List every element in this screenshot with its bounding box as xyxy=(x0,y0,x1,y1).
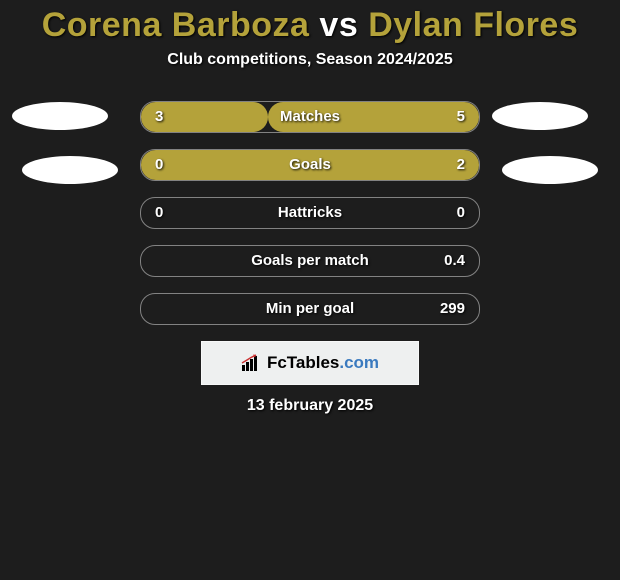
bar-label: Hattricks xyxy=(141,198,479,228)
page-title: Corena Barboza vs Dylan Flores xyxy=(0,6,620,45)
bar-label: Goals xyxy=(141,150,479,180)
brand-text-main: FcTables xyxy=(267,353,339,372)
deco-ellipse-2 xyxy=(22,156,118,184)
stat-bar-goals-per-match: Goals per match0.4 xyxy=(140,245,480,277)
bar-value-right: 0.4 xyxy=(444,246,465,276)
subtitle: Club competitions, Season 2024/2025 xyxy=(0,51,620,69)
brand-text-dot: .com xyxy=(339,353,379,372)
bar-label: Min per goal xyxy=(141,294,479,324)
bar-value-left: 0 xyxy=(155,198,163,228)
bar-chart-icon xyxy=(241,354,263,372)
stat-bar-matches: Matches3 5 xyxy=(140,101,480,133)
deco-ellipse-3 xyxy=(502,156,598,184)
bar-value-right: 0 xyxy=(457,198,465,228)
bar-value-right: 2 xyxy=(457,150,465,180)
stat-bar-goals: Goals0 2 xyxy=(140,149,480,181)
bar-value-left: 3 xyxy=(155,102,163,132)
bar-value-right: 299 xyxy=(440,294,465,324)
title-vs: vs xyxy=(319,6,358,44)
deco-ellipse-1 xyxy=(492,102,588,130)
bar-value-right: 5 xyxy=(457,102,465,132)
bar-value-left: 0 xyxy=(155,150,163,180)
title-player2: Dylan Flores xyxy=(368,6,578,44)
brand-logo: FcTables.com xyxy=(241,353,379,373)
title-player1: Corena Barboza xyxy=(42,6,310,44)
deco-ellipse-0 xyxy=(12,102,108,130)
bar-label: Matches xyxy=(141,102,479,132)
brand-box[interactable]: FcTables.com xyxy=(201,341,419,385)
comparison-area: Matches35Goals02Hattricks00Goals per mat… xyxy=(0,101,620,325)
stat-bar-hattricks: Hattricks0 0 xyxy=(140,197,480,229)
brand-text: FcTables.com xyxy=(267,353,379,373)
date-text: 13 february 2025 xyxy=(0,397,620,415)
bars-container: Matches35Goals02Hattricks00Goals per mat… xyxy=(140,101,480,325)
bar-label: Goals per match xyxy=(141,246,479,276)
stat-bar-min-per-goal: Min per goal299 xyxy=(140,293,480,325)
